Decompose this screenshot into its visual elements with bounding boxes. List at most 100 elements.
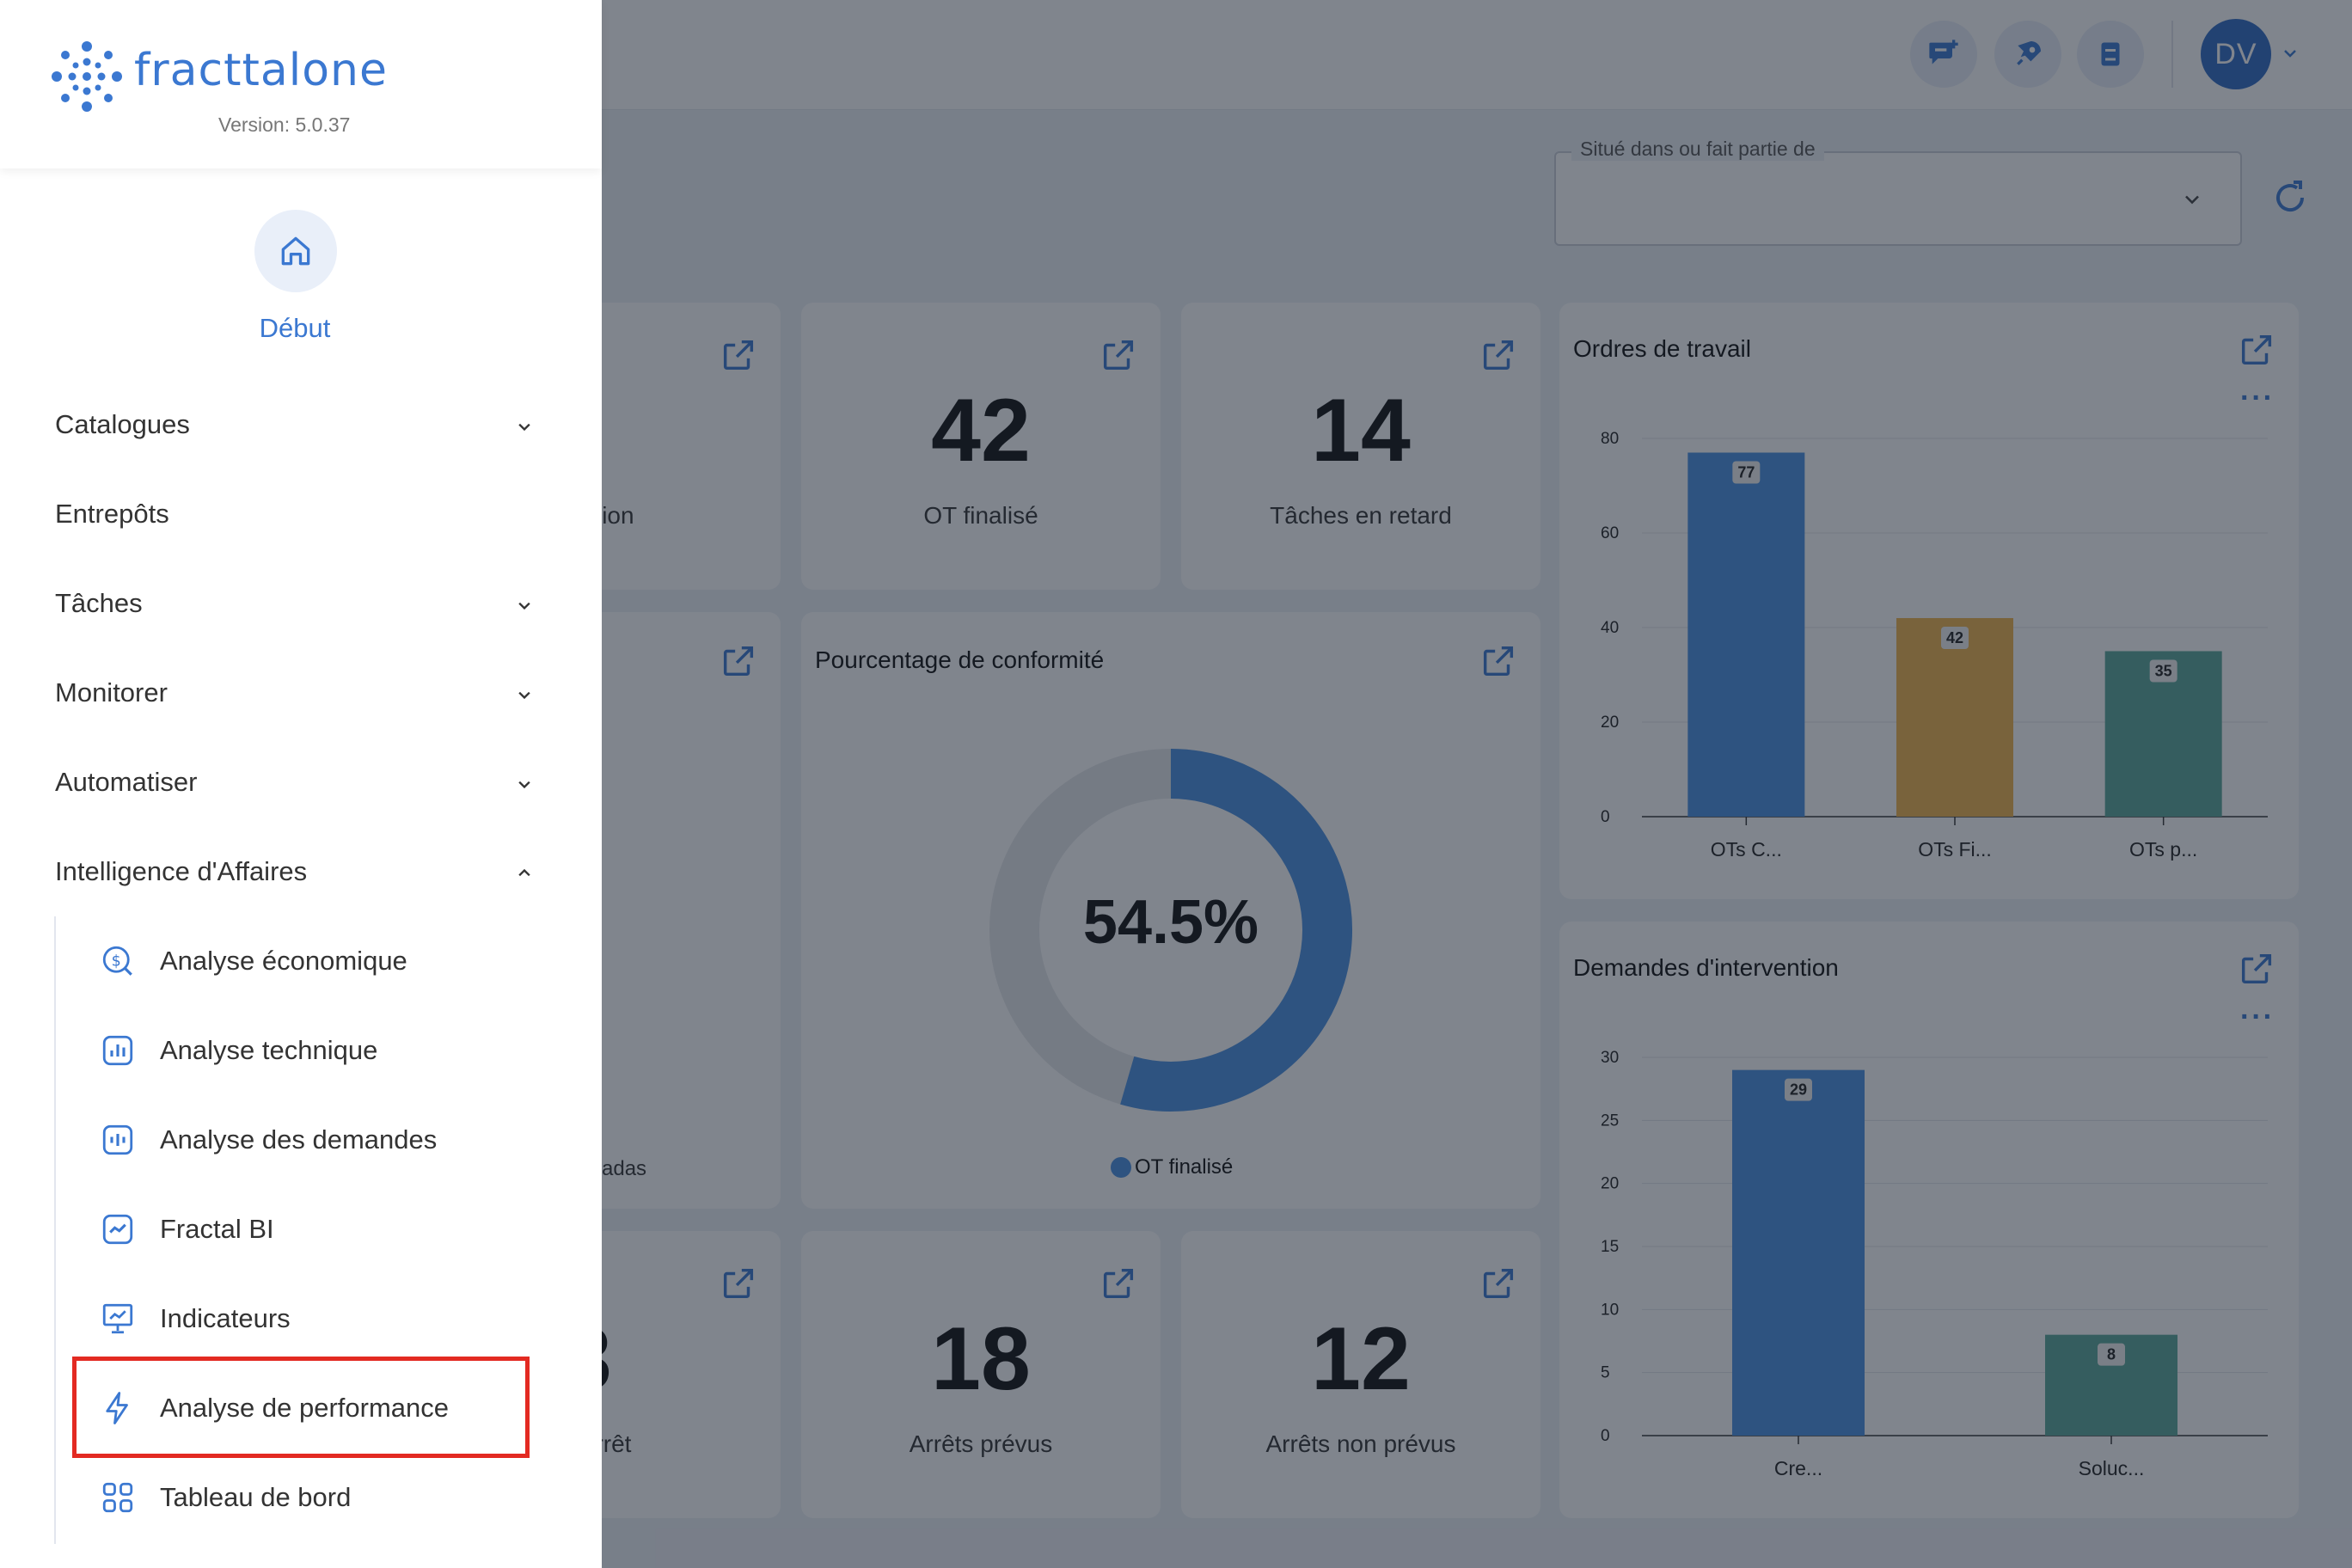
presentation-icon bbox=[100, 1301, 136, 1337]
stat-card-planned-stops[interactable]: 18 Arrêts prévus bbox=[801, 1231, 1161, 1518]
x-tick-label: OTs p... bbox=[2129, 838, 2197, 861]
requests-bar-chart: 0 5 10 15 20 25 30 29 Cre... 8 Soluc... bbox=[1601, 1049, 2268, 1479]
y-tick-label: 20 bbox=[1601, 1175, 1619, 1193]
home-label[interactable]: Début bbox=[259, 313, 331, 343]
bar-chart-icon bbox=[100, 1032, 136, 1069]
sidebar: fracttalone Version: 5.0.37 Début Catalo… bbox=[0, 0, 602, 1568]
data-label: 42 bbox=[1946, 629, 1963, 646]
sidebar-header: fracttalone Version: 5.0.37 bbox=[0, 0, 602, 168]
subitem-label: Tableau de bord bbox=[160, 1482, 352, 1512]
y-tick-label: 5 bbox=[1601, 1364, 1610, 1382]
subitem-label: Analyse économique bbox=[160, 946, 407, 976]
external-link-icon[interactable] bbox=[1479, 641, 1518, 681]
sidebar-subitem-indicateurs[interactable]: Indicateurs bbox=[100, 1293, 291, 1344]
x-tick-label: Soluc... bbox=[2079, 1457, 2145, 1479]
sidebar-item-intelligence[interactable]: Intelligence d'Affaires bbox=[55, 856, 308, 886]
topbar-divider bbox=[2171, 21, 2173, 88]
data-label: 77 bbox=[1737, 464, 1755, 481]
y-tick-label: 80 bbox=[1601, 430, 1619, 448]
sidebar-item-taches[interactable]: Tâches bbox=[55, 588, 143, 618]
chevron-down-icon[interactable] bbox=[512, 772, 536, 796]
external-link-icon[interactable] bbox=[719, 335, 758, 375]
sidebar-subitem-analyse-technique[interactable]: Analyse technique bbox=[100, 1025, 377, 1076]
stat-card-unplanned-stops[interactable]: 12 Arrêts non prévus bbox=[1181, 1231, 1540, 1518]
x-tick-label: OTs Fi... bbox=[1918, 838, 1992, 861]
launch-button[interactable] bbox=[1994, 21, 2061, 88]
brand-name: fracttalone bbox=[134, 45, 388, 96]
rocket-icon bbox=[2017, 41, 2041, 65]
chat-add-icon bbox=[1929, 40, 1958, 64]
stat-value: 42 bbox=[931, 381, 1031, 481]
highlight-box bbox=[72, 1357, 530, 1458]
stat-label: Arrêts non prévus bbox=[1265, 1430, 1456, 1457]
y-tick-label: 30 bbox=[1601, 1049, 1619, 1067]
y-tick-label: 60 bbox=[1601, 524, 1619, 542]
conformity-title: Pourcentage de conformité bbox=[815, 646, 1105, 673]
y-tick-label: 20 bbox=[1601, 714, 1619, 732]
sidebar-subitem-tableau-de-bord[interactable]: Tableau de bord bbox=[100, 1472, 351, 1523]
sidebar-item-entrepots[interactable]: Entrepôts bbox=[55, 499, 169, 529]
external-link-icon[interactable] bbox=[1479, 1264, 1518, 1303]
svg-text:$: $ bbox=[112, 952, 121, 970]
data-label: 8 bbox=[2107, 1346, 2116, 1363]
grid-icon bbox=[100, 1479, 136, 1516]
sidebar-subitem-fracttal-bi[interactable]: Fractal BI bbox=[100, 1204, 274, 1255]
subitem-label: Analyse technique bbox=[160, 1035, 378, 1065]
x-tick-label: OTs C... bbox=[1711, 838, 1782, 861]
user-avatar[interactable]: DV bbox=[2201, 19, 2271, 89]
work-orders-bar-chart: 0 20 40 60 80 77 OTs C... 42 OTs Fi... 35 OTs p... bbox=[1601, 430, 2268, 861]
chevron-up-icon[interactable] bbox=[512, 861, 536, 885]
location-filter-label: Situé dans ou fait partie de bbox=[1571, 138, 1824, 161]
y-tick-label: 40 bbox=[1601, 619, 1619, 637]
external-link-icon[interactable] bbox=[1099, 335, 1138, 375]
chevron-down-icon[interactable] bbox=[2180, 187, 2204, 211]
stat-label: Tâches en retard bbox=[1270, 502, 1452, 529]
sidebar-subitem-analyse-demandes[interactable]: Analyse des demandes bbox=[100, 1114, 437, 1166]
location-filter-select[interactable] bbox=[1554, 151, 2242, 246]
chevron-down-icon[interactable] bbox=[512, 593, 536, 617]
y-tick-label: 15 bbox=[1601, 1238, 1619, 1256]
legend-label: OT finalisé bbox=[1135, 1155, 1234, 1179]
conformity-legend: OT finalisé bbox=[1111, 1155, 1233, 1179]
legend-dot bbox=[1111, 1157, 1131, 1178]
sidebar-item-monitorer[interactable]: Monitorer bbox=[55, 677, 168, 707]
fracttal-logo-icon bbox=[52, 41, 122, 112]
y-tick-label: 0 bbox=[1601, 1427, 1610, 1445]
external-link-icon[interactable] bbox=[1479, 335, 1518, 375]
requests-chart-card[interactable]: Demandes d'intervention ··· 0 5 10 15 20 25 30… bbox=[1559, 922, 2299, 1518]
home-button[interactable] bbox=[254, 210, 337, 292]
bar[interactable] bbox=[1732, 1069, 1865, 1436]
app-version: Version: 5.0.37 bbox=[218, 113, 351, 136]
external-link-icon[interactable] bbox=[1099, 1264, 1138, 1303]
data-label: 29 bbox=[1790, 1081, 1807, 1099]
sidebar-subitem-analyse-economique[interactable]: $ Analyse économique bbox=[100, 935, 407, 987]
chevron-down-icon[interactable] bbox=[512, 683, 536, 707]
submenu-guide-line bbox=[54, 916, 56, 1544]
external-link-icon[interactable] bbox=[719, 641, 758, 681]
chat-support-button[interactable] bbox=[1910, 21, 1977, 88]
conformity-card[interactable]: Pourcentage de conformité 54.5% OT final… bbox=[801, 612, 1540, 1209]
work-orders-chart-card[interactable]: Ordres de travail ··· 0 20 40 60 80 77 OTs C..… bbox=[1559, 303, 2299, 899]
conformity-value: 54.5% bbox=[1082, 888, 1259, 957]
y-tick-label: 25 bbox=[1601, 1112, 1619, 1130]
stat-value: 18 bbox=[931, 1309, 1031, 1409]
chevron-down-icon[interactable] bbox=[2280, 43, 2300, 64]
subitem-label: Indicateurs bbox=[160, 1303, 291, 1333]
data-label: 35 bbox=[2155, 663, 2172, 680]
stat-value: 12 bbox=[1311, 1309, 1411, 1409]
y-tick-label: 10 bbox=[1601, 1301, 1619, 1319]
external-link-icon[interactable] bbox=[719, 1264, 758, 1303]
stat-card-tasks-late[interactable]: 14 Tâches en retard bbox=[1181, 303, 1540, 590]
audio-bars-icon bbox=[100, 1122, 136, 1158]
sidebar-item-automatiser[interactable]: Automatiser bbox=[55, 767, 198, 797]
home-icon bbox=[281, 236, 310, 266]
trend-line-icon bbox=[100, 1211, 136, 1247]
refresh-icon[interactable] bbox=[2269, 177, 2311, 218]
subitem-label: Fractal BI bbox=[160, 1214, 274, 1244]
chevron-down-icon[interactable] bbox=[512, 414, 536, 438]
stat-card-ot-finalise[interactable]: 42 OT finalisé bbox=[801, 303, 1161, 590]
docs-button[interactable] bbox=[2077, 21, 2144, 88]
dollar-search-icon: $ bbox=[100, 943, 136, 979]
sidebar-item-catalogues[interactable]: Catalogues bbox=[55, 409, 190, 439]
bar[interactable] bbox=[1687, 452, 1805, 818]
